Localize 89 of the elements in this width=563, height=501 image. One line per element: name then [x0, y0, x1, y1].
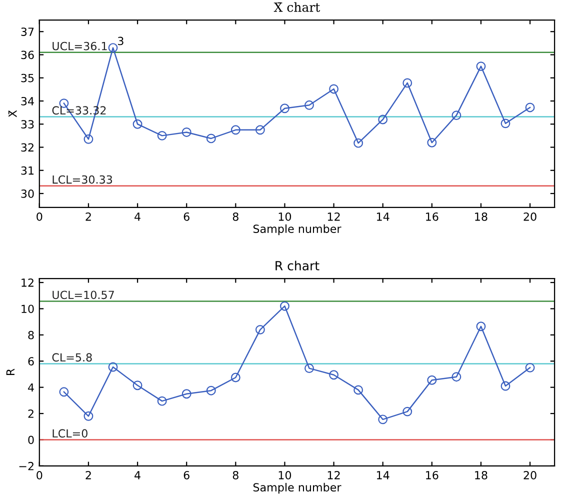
ref-line-label: UCL=10.57 [52, 290, 114, 300]
point [525, 362, 535, 372]
point [354, 138, 364, 148]
point [230, 125, 240, 135]
point [329, 370, 338, 380]
point [84, 134, 94, 144]
y-tick-label: 4 [28, 383, 34, 392]
x-tick-label: 12 [328, 212, 340, 221]
point [354, 385, 364, 395]
point [402, 78, 412, 88]
point [182, 127, 192, 137]
x-tick-label: 0 [36, 470, 42, 480]
ref-line-label: LCL=30.33 [52, 175, 112, 184]
y-tick-label: 35 [21, 74, 34, 82]
point [402, 406, 412, 416]
point [304, 364, 314, 374]
x-tick-label: 14 [376, 212, 390, 221]
x-tick-label: 10 [278, 212, 292, 221]
x-tick-label: 18 [475, 212, 488, 221]
x-tick-label: 16 [426, 212, 438, 221]
x-tick-label: 0 [36, 212, 42, 221]
y-axis-title: R [6, 368, 14, 376]
y-tick-label: 12 [22, 278, 34, 287]
point [59, 387, 69, 397]
x-tick-label: 18 [475, 470, 488, 480]
y-tick-label: 34 [21, 96, 34, 106]
point [476, 322, 486, 332]
point [452, 110, 462, 120]
x-tick-label: 6 [184, 212, 190, 221]
y-tick-label: 31 [21, 166, 34, 175]
x-tick-label: 4 [134, 471, 140, 480]
chart-title: R chart [276, 260, 320, 270]
y-axis-title: X̄ [8, 110, 17, 118]
x-tick-label: 2 [86, 212, 91, 221]
x-tick-label: 14 [376, 471, 390, 480]
x-tick-label: 12 [328, 470, 340, 480]
x-tick-label: 8 [232, 212, 238, 221]
x-tick-label: 6 [184, 470, 190, 480]
point [500, 118, 510, 128]
point [182, 389, 192, 399]
y-tick-label: −2 [19, 462, 34, 470]
chart-title: X̄ chart [274, 2, 320, 12]
y-tick-label: 6 [28, 357, 34, 366]
point [132, 119, 142, 129]
point [280, 301, 290, 311]
point [255, 324, 265, 334]
y-tick-label: 36 [21, 50, 34, 60]
ref-line-label: CL=5.8 [52, 353, 92, 362]
y-tick-label: 8 [28, 330, 34, 340]
x-tick-label: 10 [278, 470, 292, 480]
point [255, 125, 265, 135]
y-tick-label: 10 [22, 304, 34, 314]
point [206, 134, 216, 144]
point [304, 100, 314, 110]
point [132, 380, 142, 390]
annotation: 3 [118, 36, 124, 46]
x-tick-label: 16 [426, 470, 438, 480]
point [230, 372, 240, 382]
x-tick-label: 20 [524, 470, 536, 480]
x-tick-label: 4 [134, 212, 140, 221]
ref-line-label: UCL=36.1 [52, 42, 107, 50]
point [525, 102, 535, 112]
y-tick-label: 0 [28, 436, 34, 444]
point [427, 375, 437, 385]
point [108, 43, 118, 53]
x-tick-label: 20 [524, 212, 536, 221]
x-axis-title: Sample number [253, 482, 342, 494]
point [500, 381, 510, 391]
point [157, 396, 167, 406]
point [108, 362, 118, 372]
x-axis-title: Sample number [253, 224, 342, 236]
point [427, 138, 437, 148]
y-tick-label: 30 [21, 189, 34, 198]
x-tick-label: 8 [232, 470, 238, 480]
point [476, 62, 486, 72]
y-tick-label: 2 [28, 410, 34, 418]
point [206, 386, 216, 396]
y-tick-label: 32 [21, 143, 34, 152]
point [452, 372, 462, 382]
point [84, 411, 94, 421]
x-tick-label: 2 [86, 470, 91, 480]
point [157, 130, 167, 140]
point [329, 84, 338, 94]
y-tick-label: 33 [21, 120, 34, 128]
point [280, 104, 290, 114]
point [378, 114, 388, 124]
point [378, 414, 388, 424]
ref-line-label: LCL=0 [52, 429, 88, 438]
y-tick-label: 37 [21, 28, 34, 36]
